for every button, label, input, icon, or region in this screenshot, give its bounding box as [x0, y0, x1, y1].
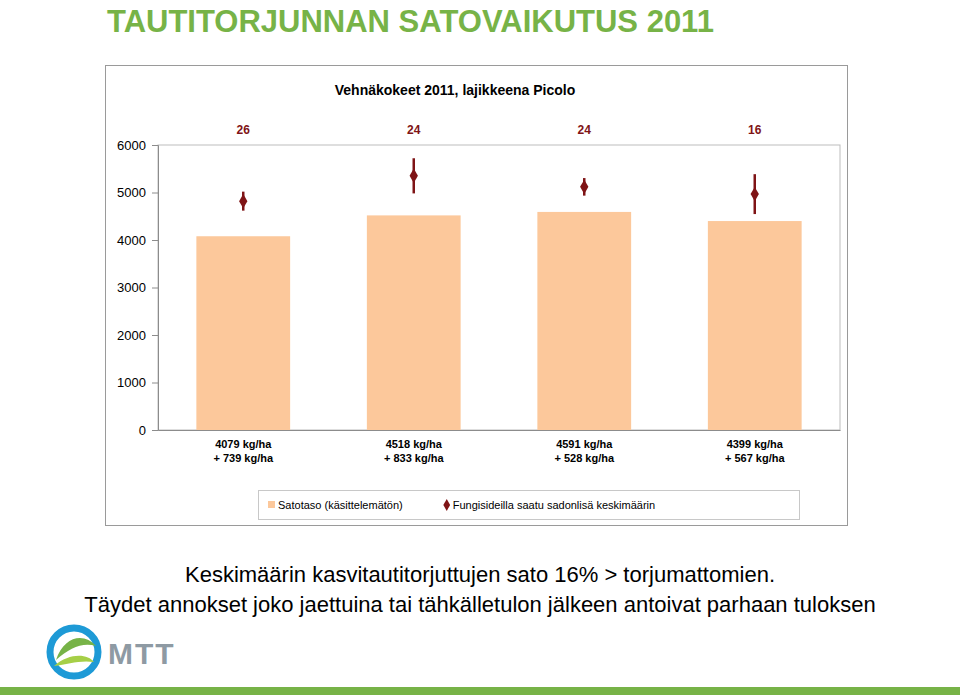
y-tick-mark	[152, 145, 158, 146]
count-label: 26	[237, 123, 251, 137]
y-tick-label: 0	[139, 423, 146, 438]
legend-box	[259, 491, 800, 520]
plot-frame	[158, 145, 840, 430]
chart-title: Vehnäkokeet 2011, lajikkeena Picolo	[335, 82, 575, 98]
x-axis-line	[159, 430, 841, 431]
plot-marks	[196, 158, 801, 430]
y-tick-label: 5000	[117, 185, 146, 200]
y-tick-mark	[152, 430, 158, 431]
y-tick-label: 4000	[117, 233, 146, 248]
logo-text: MTT	[108, 637, 176, 670]
bottom-bar	[0, 687, 960, 695]
bar	[537, 212, 631, 430]
y-tick: 4000	[117, 233, 158, 248]
bar	[708, 221, 802, 430]
y-tick-label: 6000	[117, 138, 146, 153]
x-tick: 4591 kg/ha+ 528 kg/ha	[554, 430, 615, 464]
y-tick-mark	[152, 193, 158, 194]
legend: Satotaso (käsittelemätön) Fungisideilla s…	[259, 491, 800, 520]
x-tick: 4518 kg/ha+ 833 kg/ha	[384, 430, 445, 464]
logo	[50, 628, 98, 676]
x-tick: 4079 kg/ha+ 739 kg/ha	[213, 430, 274, 464]
counts: 26 24 24 16	[237, 123, 762, 137]
x-tick-label: 4399 kg/ha+ 567 kg/ha	[725, 438, 786, 464]
marker	[410, 169, 418, 183]
footer-line: Keskimäärin kasvitautitorjuttujen sato 1…	[185, 562, 775, 587]
y-tick-label: 3000	[117, 280, 146, 295]
legend-label: Satotaso (käsittelemätön)	[278, 499, 403, 511]
y-tick-mark	[152, 335, 158, 336]
logo-leaf	[54, 656, 94, 666]
y-tick: 1000	[117, 375, 158, 390]
marker	[239, 194, 247, 208]
marker	[580, 180, 588, 194]
y-tick-mark	[152, 288, 158, 289]
series-1	[239, 158, 759, 214]
y-axis-line	[152, 146, 159, 431]
footer-line: Täydet annokset joko jaettuina tai tähkä…	[84, 592, 875, 617]
legend-label: Fungisideilla saatu sadonlisä keskimääri…	[453, 499, 655, 511]
logo-ring	[50, 628, 98, 676]
page-title: TAUTITORJUNNAN SATOVAIKUTUS 2011	[107, 4, 714, 39]
legend-swatch	[268, 501, 275, 508]
y-tick-mark	[152, 383, 158, 384]
count-label: 24	[578, 123, 592, 137]
x-tick-label: 4079 kg/ha+ 739 kg/ha	[213, 438, 274, 464]
x-axis: 4079 kg/ha+ 739 kg/ha 4518 kg/ha+ 833 kg/…	[159, 430, 841, 464]
y-tick-mark	[152, 240, 158, 241]
y-tick: 2000	[117, 328, 158, 343]
page: TAUTITORJUNNAN SATOVAIKUTUS 2011 Vehnäkok…	[0, 0, 960, 695]
y-tick: 3000	[117, 280, 158, 295]
x-tick-label: 4518 kg/ha+ 833 kg/ha	[384, 438, 445, 464]
count-label: 24	[407, 123, 421, 137]
legend-swatch	[443, 499, 450, 511]
bar	[367, 215, 461, 430]
count-label: 16	[748, 123, 762, 137]
y-tick: 5000	[117, 185, 158, 200]
x-tick: 4399 kg/ha+ 567 kg/ha	[725, 430, 786, 464]
y-tick-label: 2000	[117, 328, 146, 343]
marker	[751, 187, 759, 201]
series-0	[196, 212, 801, 430]
y-axis: 0 1000 2000 3000 4000 5000 6000	[117, 138, 158, 438]
y-tick: 0	[139, 423, 158, 438]
y-tick: 6000	[117, 138, 158, 153]
y-tick-label: 1000	[117, 375, 146, 390]
chart-frame	[106, 66, 848, 526]
bar	[196, 236, 290, 430]
x-tick-label: 4591 kg/ha+ 528 kg/ha	[554, 438, 615, 464]
